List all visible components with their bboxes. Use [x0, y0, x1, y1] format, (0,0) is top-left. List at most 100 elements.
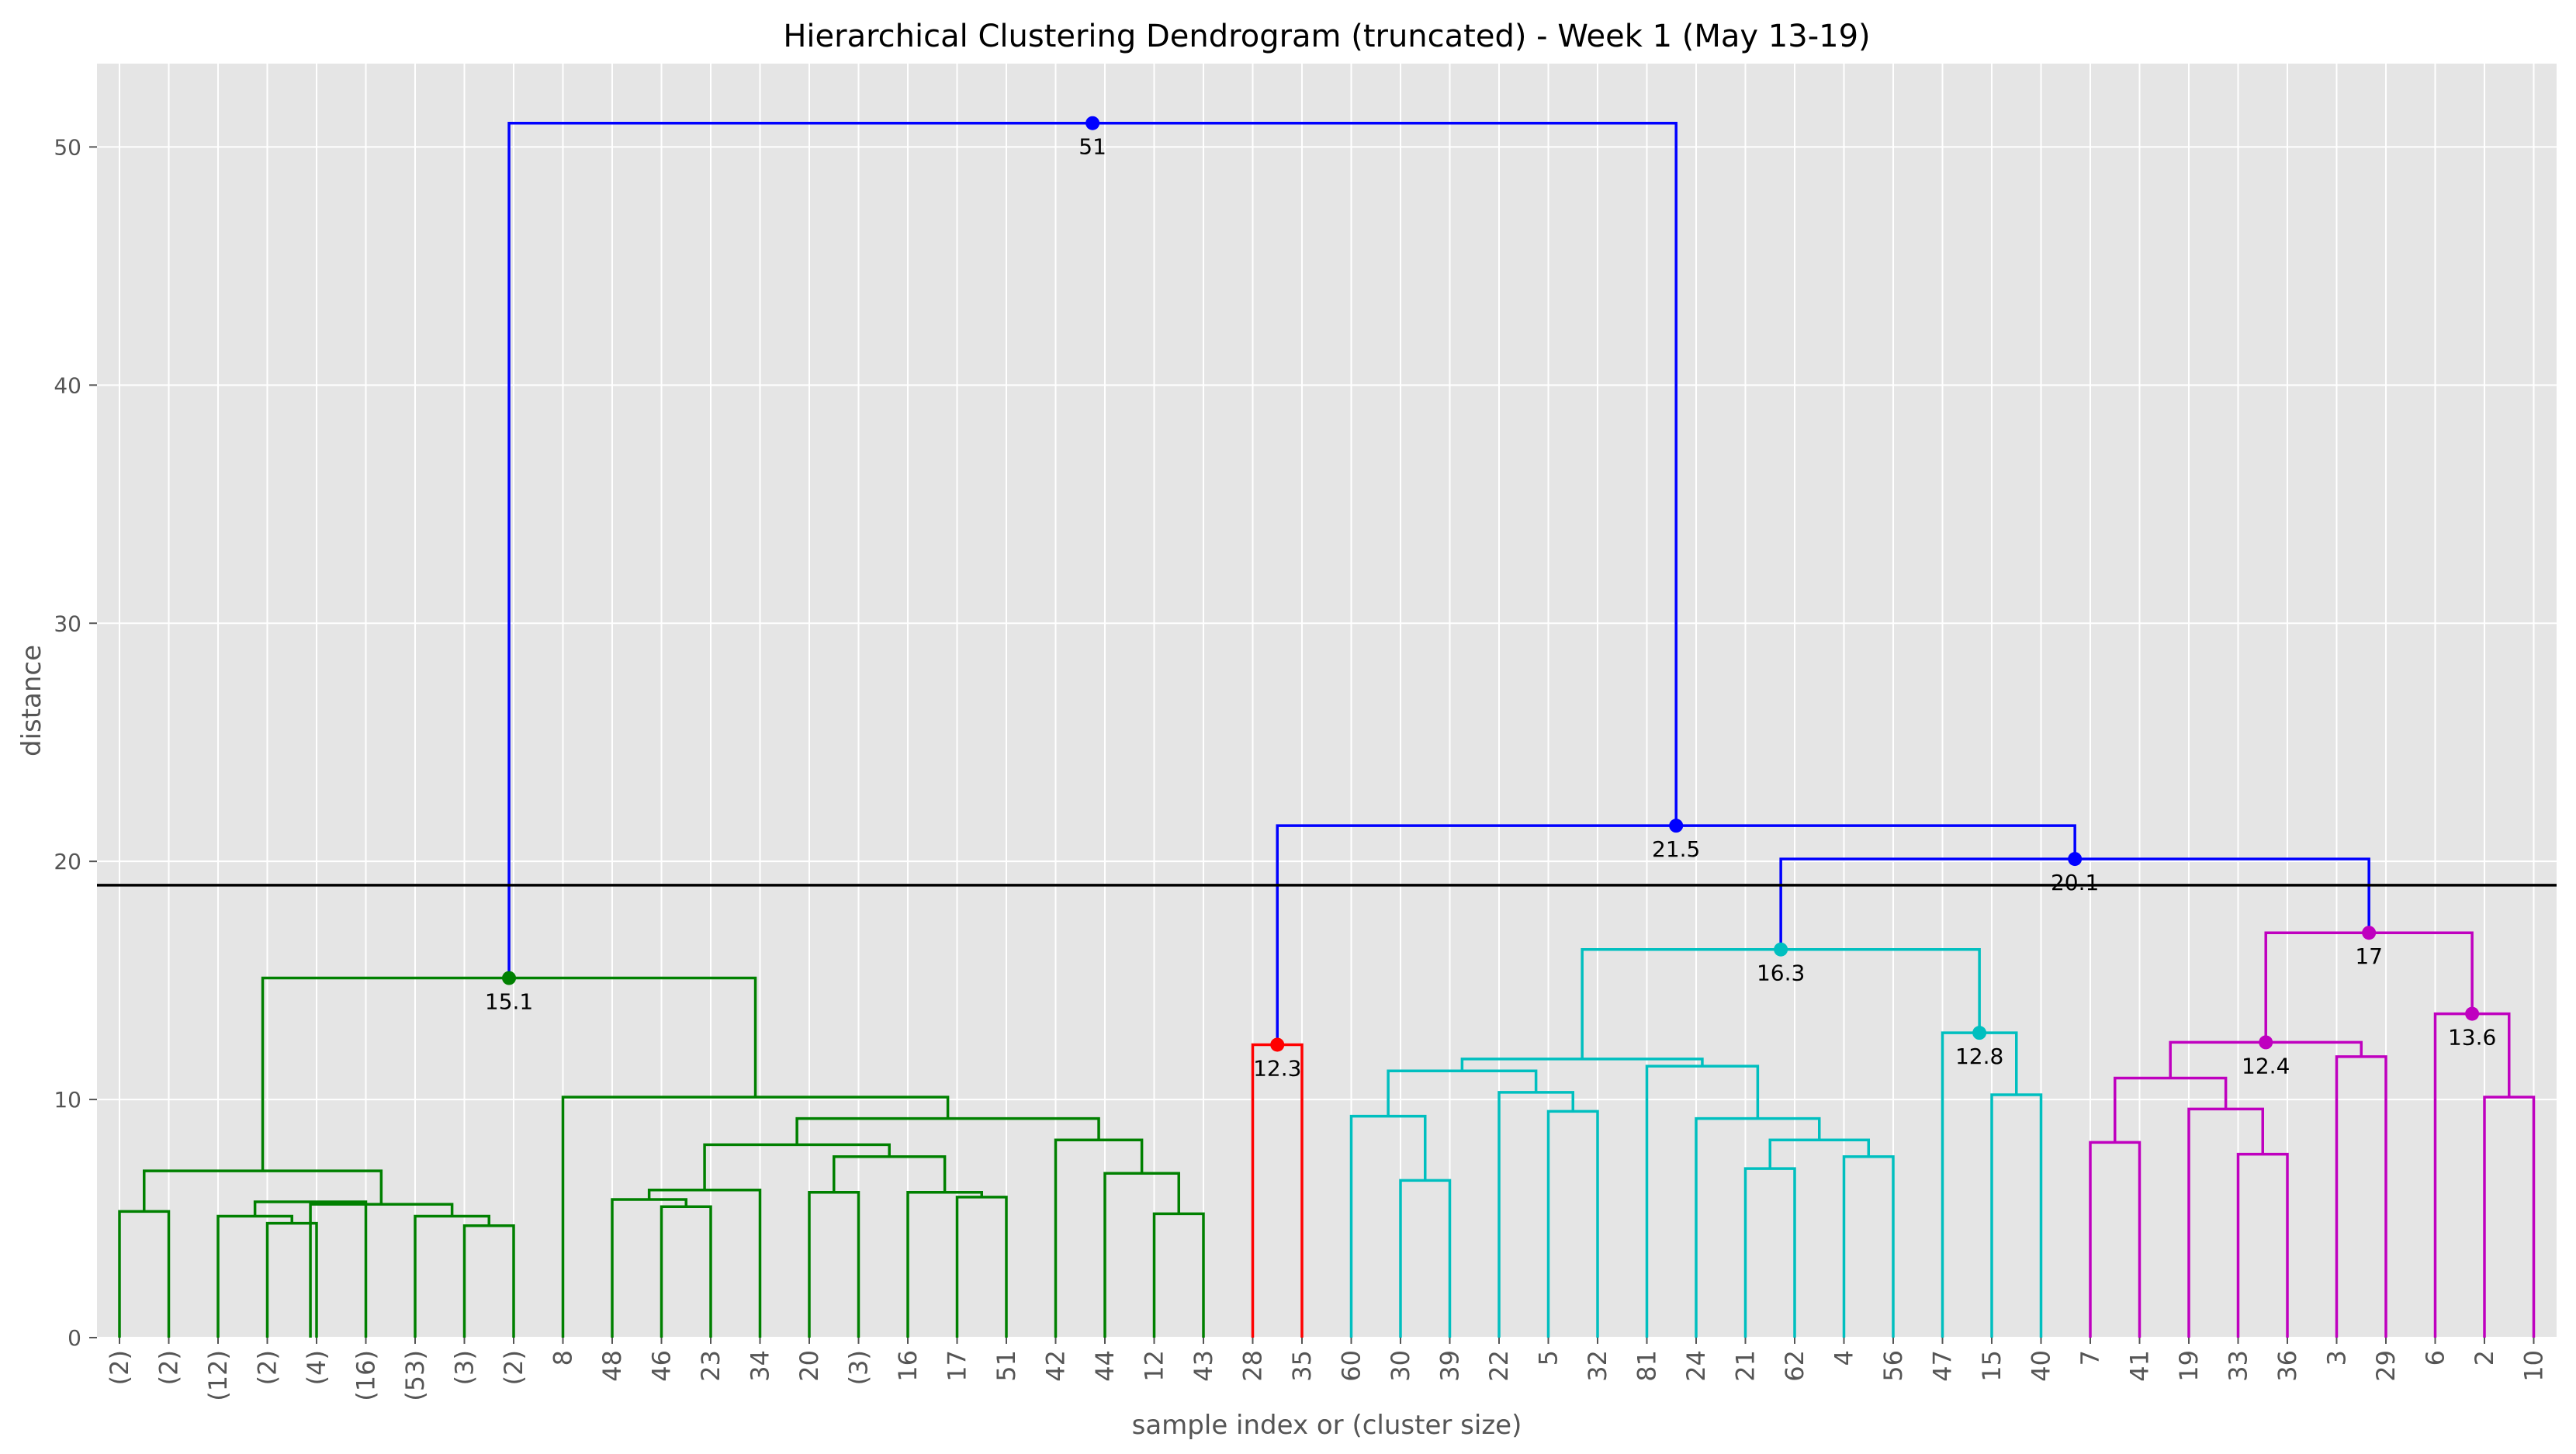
dendrogram-link	[309, 1203, 454, 1338]
leaf-label: 10	[2519, 1350, 2549, 1382]
y-tick-label: 10	[54, 1087, 81, 1113]
leaf-label: 60	[1337, 1350, 1366, 1382]
dendrogram-link	[462, 1224, 515, 1338]
leaf-label: 30	[1386, 1350, 1415, 1382]
leaf-label: 56	[1878, 1350, 1908, 1382]
dendrogram-link	[1990, 1093, 2043, 1338]
annotations: 15.1 12.3 16.3 12.8 12.4 13.6 17 20.1 21.5 51	[485, 116, 2496, 1081]
dendrogram-link	[1497, 1091, 1574, 1338]
leaf-label: 41	[2125, 1350, 2155, 1382]
leaf-label: 2	[2470, 1350, 2499, 1366]
leaf-label: 12	[1140, 1350, 1169, 1382]
dendrogram-link	[955, 1196, 1008, 1338]
merge-height-label: 17	[2355, 943, 2383, 969]
dendrogram-link	[703, 1143, 891, 1190]
leaf-label: (16)	[351, 1350, 381, 1401]
merge-point-marker	[1669, 819, 1684, 833]
y-axis-label: distance	[16, 645, 47, 756]
dendrogram-link	[253, 1200, 368, 1338]
merge-height-label: 12.3	[1253, 1055, 1301, 1081]
plot-background	[97, 64, 2557, 1338]
leaf-label: 35	[1287, 1350, 1317, 1382]
leaf-label: (53)	[400, 1350, 430, 1401]
leaf-label: 6	[2421, 1350, 2450, 1366]
leaf-label: 32	[1583, 1350, 1612, 1382]
leaf-label: 29	[2371, 1350, 2401, 1382]
leaf-label: 39	[1435, 1350, 1465, 1382]
leaf-label: 24	[1681, 1350, 1711, 1382]
merge-height-label: 20.1	[2051, 870, 2099, 895]
y-tick-label: 40	[54, 372, 81, 398]
leaf-label: 21	[1731, 1350, 1761, 1382]
leaf-label: (2)	[154, 1350, 184, 1385]
merge-point-marker	[2068, 852, 2083, 867]
leaf-label: 34	[746, 1350, 775, 1382]
dendrogram-link	[1103, 1172, 1180, 1338]
leaf-label: 22	[1484, 1350, 1514, 1382]
leaf-label: 4	[1830, 1350, 1859, 1366]
leaf-label: 47	[1928, 1350, 1958, 1382]
merge-point-marker	[1972, 1026, 1987, 1040]
dendrogram-link	[795, 1116, 1100, 1145]
leaf-label: (2)	[499, 1350, 528, 1385]
dendrogram-link	[1054, 1138, 1144, 1338]
merge-point-marker	[1270, 1037, 1285, 1052]
chart-title: Hierarchical Clustering Dendrogram (trun…	[783, 19, 1870, 54]
leaf-label: 8	[549, 1350, 578, 1366]
leaf-label: (2)	[105, 1350, 134, 1385]
dendrogram-link	[611, 1198, 687, 1338]
merge-point-marker	[1085, 116, 1100, 130]
dendrogram-link	[2335, 1055, 2387, 1338]
leaf-label: 3	[2322, 1350, 2352, 1366]
merge-point-marker	[1774, 942, 1788, 957]
leaf-label: 17	[943, 1350, 972, 1382]
dendrogram-link	[1768, 1138, 1870, 1169]
leaf-label: 46	[647, 1350, 677, 1382]
leaf-label: 48	[597, 1350, 627, 1382]
merge-height-label: 16.3	[1757, 961, 1805, 986]
dendrogram-link	[2089, 1141, 2141, 1338]
dendrogram-link	[1399, 1179, 1452, 1338]
leaf-label: 5	[1534, 1350, 1563, 1366]
dendrogram-link	[1546, 1110, 1599, 1338]
y-tick-label: 50	[54, 134, 81, 160]
leaf-label: 33	[2224, 1350, 2253, 1382]
leaf-label: 7	[2076, 1350, 2105, 1366]
dendrogram-link	[660, 1205, 712, 1338]
leaf-label: 81	[1633, 1350, 1662, 1382]
y-tick-label: 30	[54, 611, 81, 636]
leaf-labels: (2) (2) (12) (2) (4) (16) (53) (3) (2) 8 48 46 23 34 2…	[105, 1338, 2549, 1401]
leaf-label: (3)	[844, 1350, 874, 1385]
leaf-label: 36	[2273, 1350, 2302, 1382]
leaf-label: 44	[1090, 1350, 1120, 1382]
leaf-label: (3)	[450, 1350, 480, 1385]
leaf-label: 16	[893, 1350, 923, 1382]
leaf-label: 62	[1780, 1350, 1809, 1382]
leaf-label: (12)	[203, 1350, 233, 1401]
dendrogram-link	[1645, 1065, 1760, 1338]
y-tick-label: 20	[54, 849, 81, 874]
dendrogram-link	[1460, 1058, 1704, 1071]
merge-height-label: 21.5	[1652, 836, 1700, 862]
x-axis-label: sample index or (cluster size)	[1132, 1410, 1522, 1441]
merge-height-label: 13.6	[2448, 1025, 2496, 1051]
merge-point-marker	[2362, 926, 2377, 940]
leaf-label: (4)	[302, 1350, 331, 1385]
leaf-label: 15	[1977, 1350, 2006, 1382]
dendrogram-link	[1743, 1167, 1796, 1338]
leaf-label: 51	[992, 1350, 1021, 1382]
y-tick-label: 0	[68, 1325, 81, 1351]
leaf-label: 19	[2174, 1350, 2204, 1382]
dendrogram-link	[1349, 1114, 1427, 1338]
merge-height-label: 51	[1079, 134, 1106, 160]
grid-lines	[97, 64, 2557, 1338]
merge-point-marker	[2465, 1006, 2480, 1021]
leaf-label: 28	[1238, 1350, 1268, 1382]
merge-point-marker	[502, 971, 517, 985]
y-axis-ticks: 0 10 20 30 40 50	[54, 134, 97, 1351]
leaf-label: 23	[696, 1350, 725, 1382]
merge-height-label: 12.8	[1955, 1044, 2003, 1069]
merge-height-label: 12.4	[2242, 1053, 2290, 1078]
dendrogram-link	[143, 1169, 383, 1212]
